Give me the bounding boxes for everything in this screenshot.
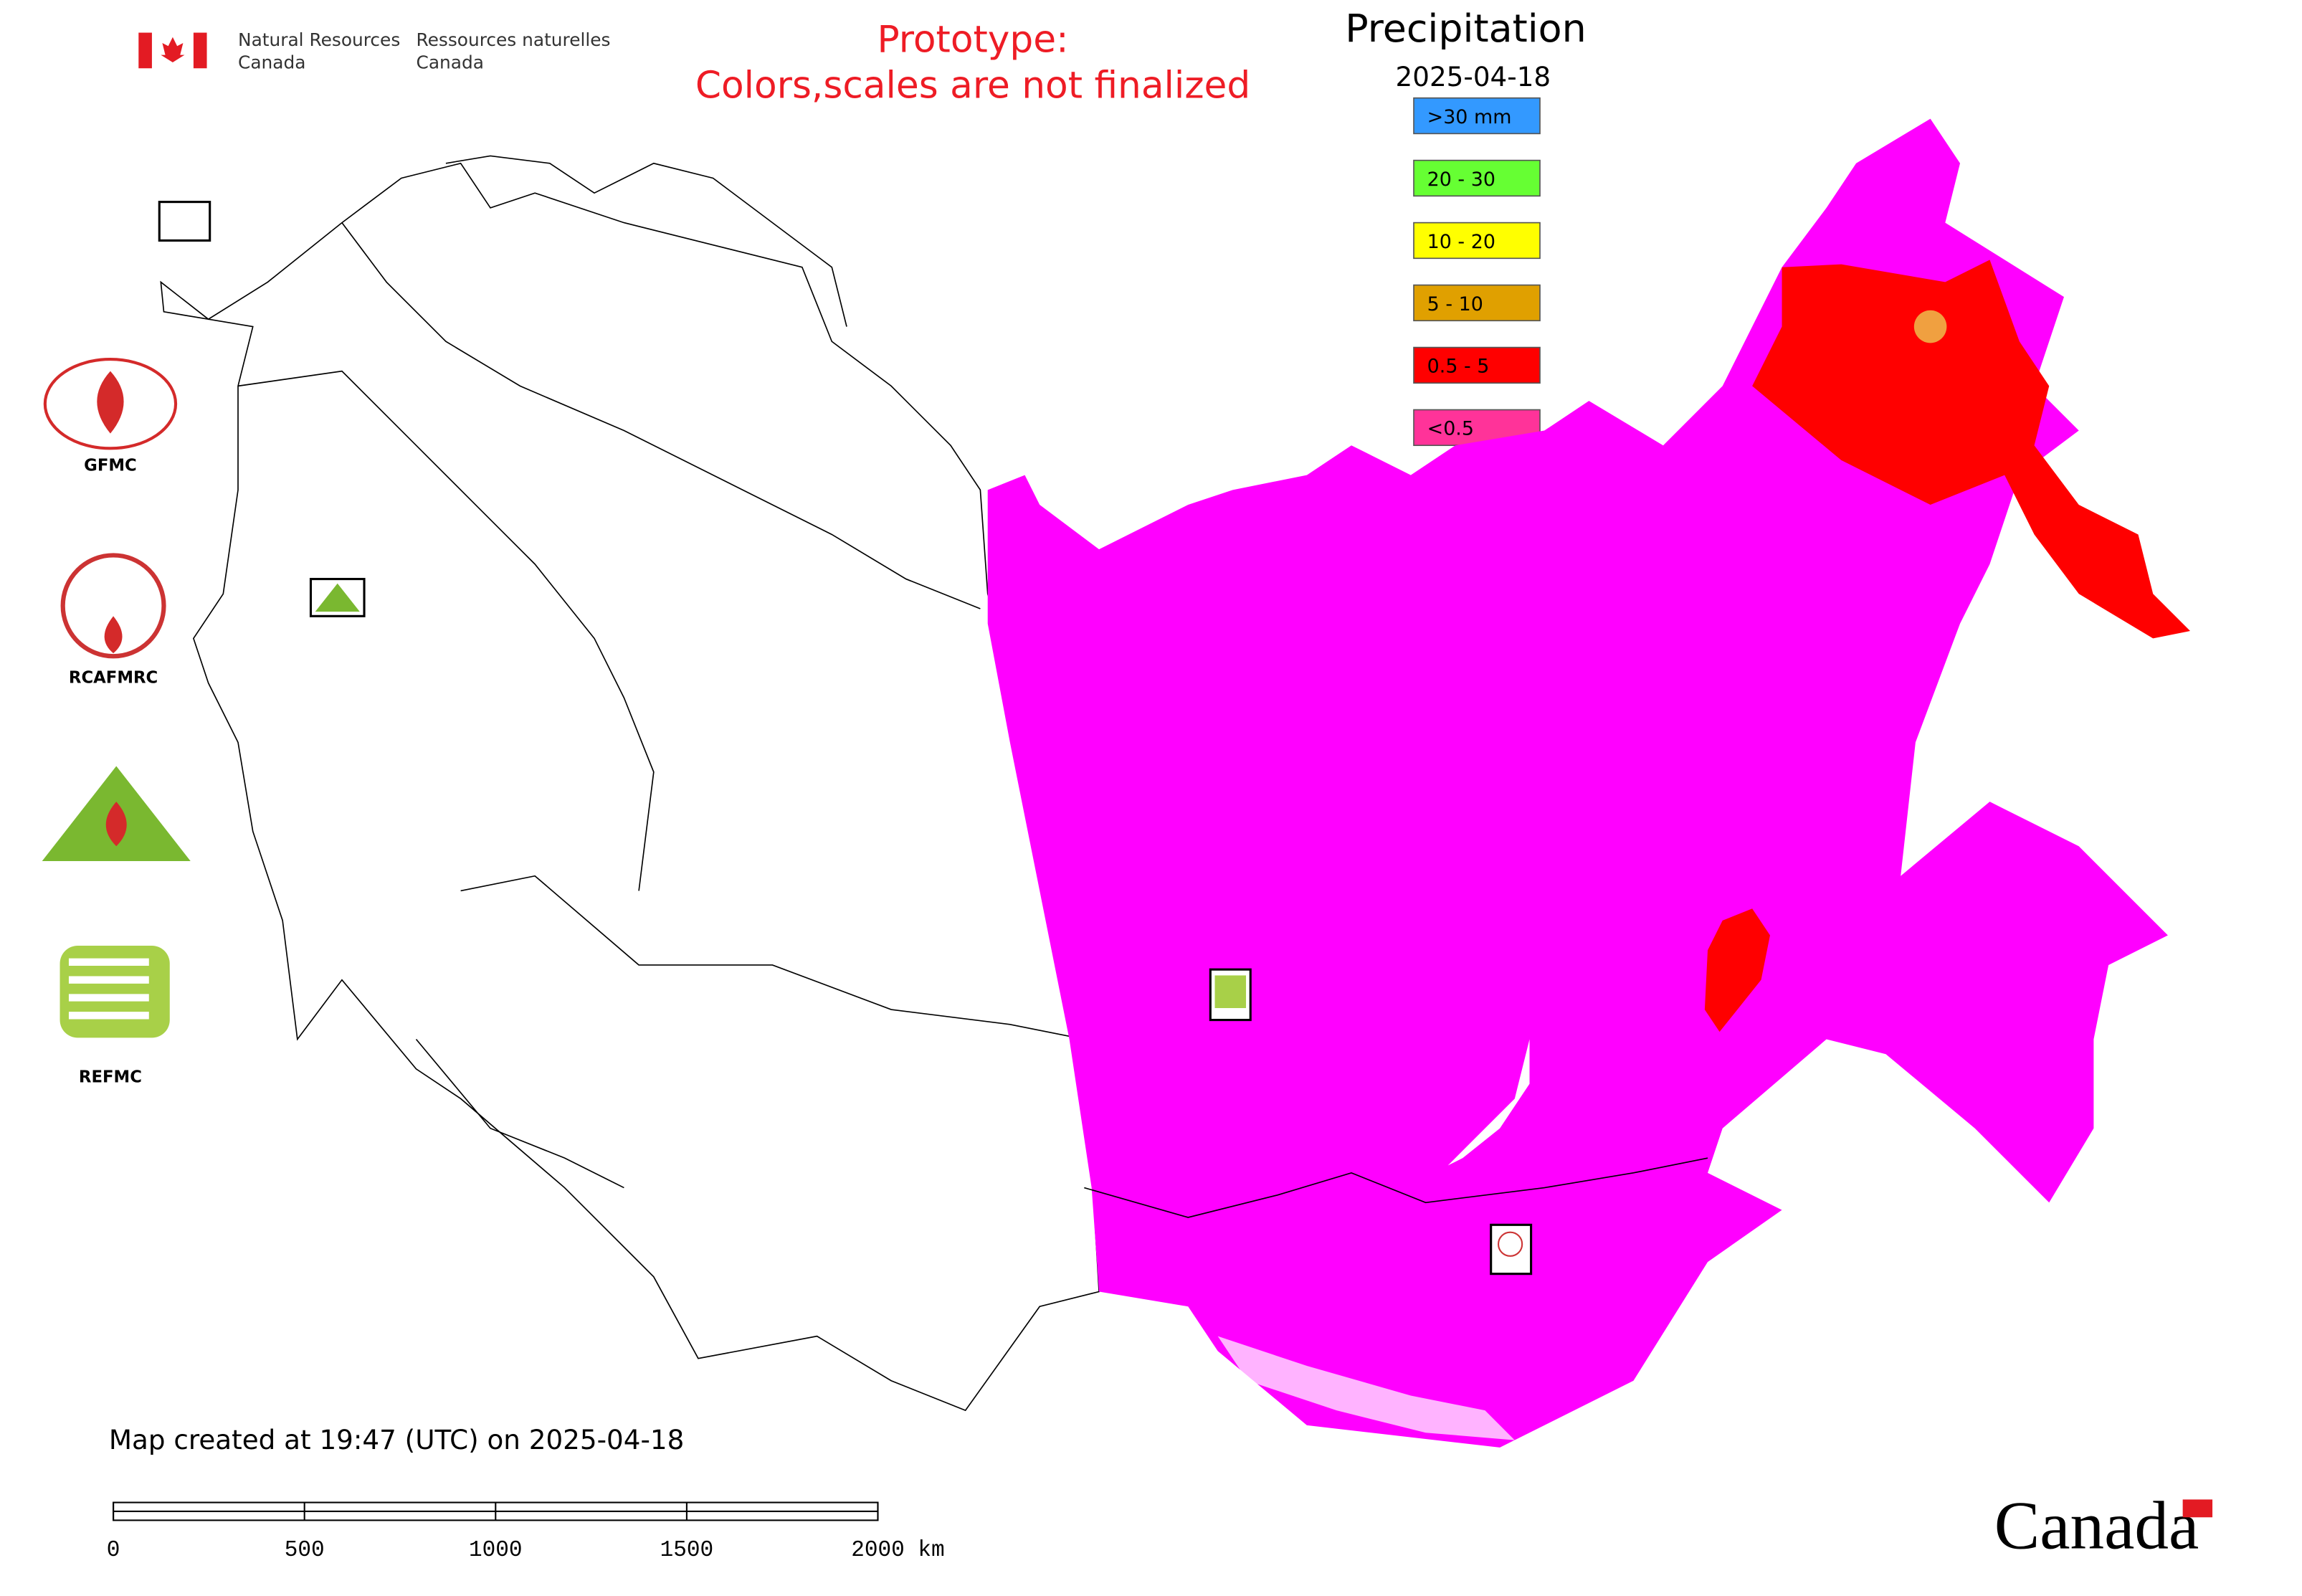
scale-label: 0 xyxy=(107,1538,120,1563)
notice: Colors,scales are not finalized xyxy=(695,65,1250,108)
agency-text: Canada xyxy=(238,52,305,72)
logo-refmc xyxy=(68,958,149,1020)
coast xyxy=(445,155,847,327)
map-title: Precipitation xyxy=(1345,6,1586,51)
no-data-area xyxy=(1217,1336,1515,1440)
logo-label: REFMC xyxy=(79,1068,142,1087)
map-marker xyxy=(1214,975,1247,1009)
flag-bar xyxy=(193,32,207,69)
flag-bar xyxy=(138,32,152,69)
border xyxy=(341,222,981,609)
legend-swatch xyxy=(1413,222,1541,260)
map-marker xyxy=(158,201,211,242)
created-note: Map created at 19:47 (UTC) on 2025-04-18 xyxy=(109,1424,684,1455)
logos: GFMC RCAFMRC REFMC xyxy=(42,201,1533,1276)
legend-swatch xyxy=(1413,97,1541,135)
lake xyxy=(1447,1039,1530,1166)
border xyxy=(460,875,1085,1040)
logo-rcafmrc xyxy=(60,553,166,659)
logo-gfmc xyxy=(97,371,124,434)
logo-label: GFMC xyxy=(84,456,137,475)
legend-swatch xyxy=(1413,159,1541,197)
scale-bar: 0 500 1000 1500 2000 km xyxy=(107,1501,945,1563)
legend-label: >30 mm xyxy=(1427,106,1512,128)
canada-wordmark: Canada xyxy=(1994,1488,2199,1564)
map-marker xyxy=(1498,1231,1523,1257)
wordmark-flag xyxy=(2182,1499,2213,1518)
notice: Prototype: xyxy=(877,18,1068,61)
map-date: 2025-04-18 xyxy=(1396,61,1551,92)
agency-signature: Natural Resources Canada Ressources natu… xyxy=(138,29,611,72)
border xyxy=(1084,1157,1708,1218)
legend-label: <0.5 xyxy=(1427,418,1474,440)
scale-label: 2000 km xyxy=(851,1538,944,1563)
legend-label: 10 - 20 xyxy=(1427,231,1495,253)
legend-swatch xyxy=(1413,284,1541,322)
logo-label: RCAFMRC xyxy=(69,669,158,688)
agency-text: Ressources naturelles xyxy=(417,29,611,50)
border xyxy=(415,1038,624,1189)
legend-swatch xyxy=(1413,346,1541,384)
maple-leaf xyxy=(161,37,185,62)
precipitation-field xyxy=(987,118,2190,1448)
legend-label: 0.5 - 5 xyxy=(1427,356,1490,378)
logo-gfmc xyxy=(43,358,178,450)
scale-label: 1000 xyxy=(469,1538,523,1563)
scale-label: 500 xyxy=(285,1538,325,1563)
class-0-5-to-5 xyxy=(1704,908,1770,1032)
class-0-5-to-5 xyxy=(1752,260,2190,639)
logo-rcafmrc xyxy=(104,616,123,654)
legend-label: 20 - 30 xyxy=(1427,168,1495,191)
map-marker xyxy=(315,583,360,612)
region-outline xyxy=(160,162,1100,1412)
legend-label: 5 - 10 xyxy=(1427,293,1483,315)
agency-text: Canada xyxy=(417,52,484,72)
country-outlines xyxy=(160,155,1100,1412)
border xyxy=(237,370,655,891)
logo-reefmc xyxy=(105,802,127,847)
scale-label: 1500 xyxy=(660,1538,714,1563)
class-5-to-10 xyxy=(1913,310,1947,343)
agency-text: Natural Resources xyxy=(238,29,400,50)
